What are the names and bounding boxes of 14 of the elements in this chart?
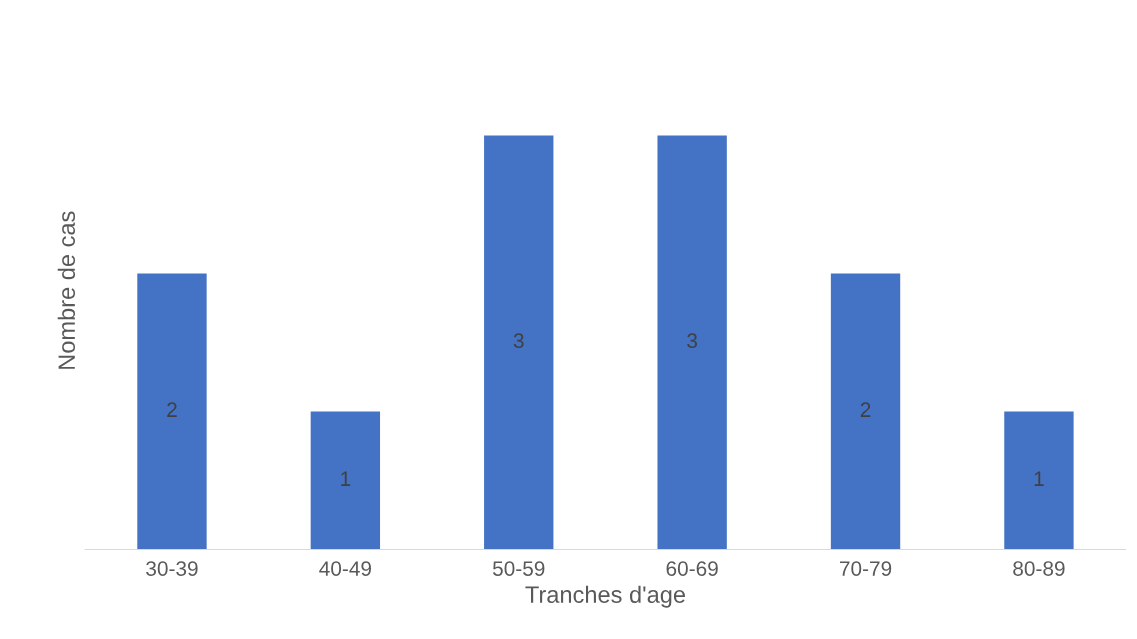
x-tick-label: 70-79: [839, 561, 892, 576]
data-label: 3: [513, 333, 524, 349]
data-label: 2: [167, 402, 177, 417]
x-tick-label: 30-39: [146, 561, 198, 576]
x-tick-label: 40-49: [319, 561, 372, 576]
data-label: 2: [860, 402, 871, 417]
x-axis-title: Tranches d'age: [525, 585, 685, 608]
y-axis-title: Nombre de cas: [57, 211, 76, 369]
x-tick-label: 80-89: [1013, 561, 1065, 576]
data-label: 3: [687, 333, 698, 349]
data-label: 1: [341, 471, 351, 486]
x-tick-label: 60-69: [666, 561, 718, 576]
x-tick-label: 50-59: [492, 561, 545, 576]
data-label: 1: [1034, 471, 1044, 486]
